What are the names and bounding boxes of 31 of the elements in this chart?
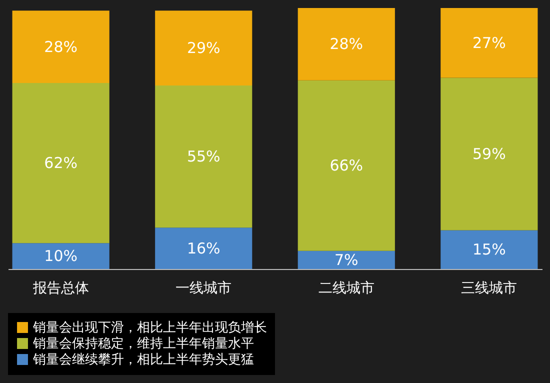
data-label: 10% [44, 247, 78, 266]
x-tick-label: 报告总体 [32, 280, 89, 296]
x-tick-label: 一线城市 [176, 280, 232, 296]
bar [440, 78, 538, 230]
legend-label: 销量会保持稳定，维持上半年销量水平 [32, 336, 254, 352]
bar [12, 10, 110, 83]
data-label: 7% [334, 250, 358, 269]
data-label: 16% [186, 239, 220, 258]
bar [155, 228, 252, 269]
x-tick-label: 三线城市 [461, 280, 518, 296]
data-label: 28% [330, 35, 364, 54]
bar [155, 10, 252, 86]
bar [12, 82, 110, 244]
bar [12, 243, 110, 269]
data-label: 66% [330, 156, 364, 175]
data-label: 62% [44, 154, 78, 172]
x-tick-label: 二线城市 [318, 280, 374, 296]
data-label: 15% [472, 240, 506, 259]
bar [440, 230, 538, 269]
legend-label: 销量会继续攀升，相比上半年势头更猛 [32, 352, 254, 368]
data-label: 59% [472, 145, 506, 164]
bar [155, 86, 252, 228]
legend-label: 销量会出现下滑，相比上半年出现负增长 [32, 320, 267, 336]
data-label: 28% [44, 38, 78, 56]
bar [440, 8, 538, 78]
bar [298, 250, 395, 269]
bar [298, 80, 395, 251]
data-label: 55% [186, 148, 220, 166]
data-label: 27% [472, 34, 506, 52]
bar [298, 8, 395, 80]
data-label: 29% [186, 39, 220, 58]
